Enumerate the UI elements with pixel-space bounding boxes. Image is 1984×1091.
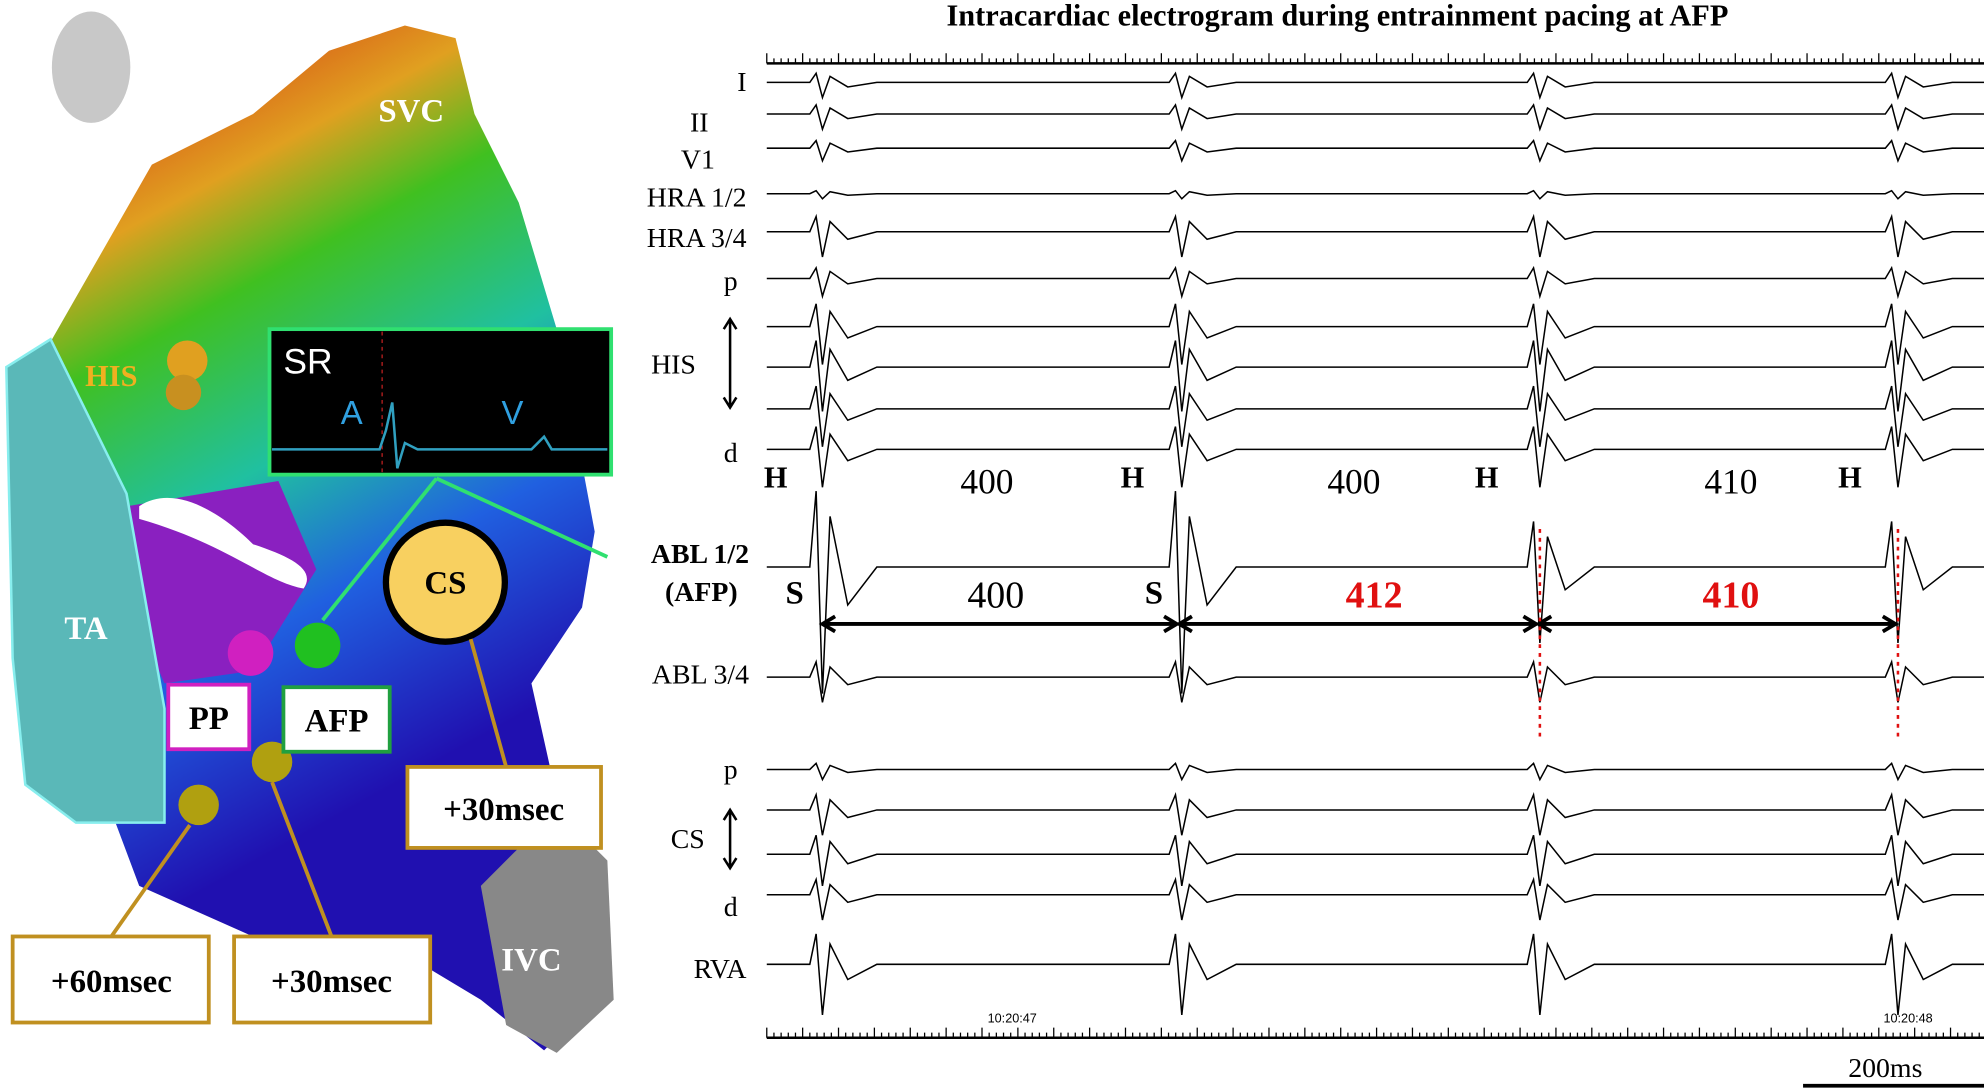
connector — [321, 477, 439, 622]
lead-label: I — [737, 67, 746, 98]
callout: +60msec — [51, 964, 172, 1000]
lead-label: CS — [671, 824, 705, 855]
callout-box — [10, 934, 211, 1025]
lead-label: ABL 3/4 — [652, 659, 749, 690]
trace — [766, 835, 1984, 886]
h-marker: H — [764, 460, 788, 494]
label: PP — [189, 701, 229, 737]
pp-box — [166, 682, 252, 752]
h-marker: H — [1838, 460, 1862, 494]
his-interval: 400 — [960, 462, 1013, 502]
label: IVC — [501, 943, 561, 979]
lead-label: RVA — [694, 954, 747, 985]
lead-label: d — [724, 892, 738, 923]
lead-label: p — [724, 754, 738, 785]
trace — [766, 303, 1984, 365]
lead-label: p — [724, 266, 738, 297]
lead-label: d — [724, 438, 738, 469]
abl-interval: 400 — [967, 575, 1024, 617]
ivc-shape — [480, 809, 614, 1053]
label: AFP — [305, 704, 369, 740]
label: SVC — [378, 94, 444, 130]
interval-arrow — [1175, 614, 1540, 634]
trace — [766, 103, 1984, 132]
h-marker: H — [1121, 460, 1145, 494]
trace — [766, 933, 1984, 1016]
callout-line — [468, 638, 508, 768]
arrow — [722, 807, 738, 871]
trace — [766, 71, 1984, 101]
trace — [766, 385, 1984, 447]
map: SVC HIS TA CS IVC PP AFP SR A V +30msec … — [5, 11, 614, 1053]
callout-box — [232, 934, 433, 1025]
label: CS — [424, 566, 466, 602]
scar — [139, 497, 307, 589]
h-marker: H — [1475, 460, 1499, 494]
arrow — [722, 316, 738, 410]
ruler-ticks — [766, 1027, 1980, 1038]
callout: +30msec — [443, 792, 564, 828]
abl-interval: 412 — [1346, 575, 1403, 617]
inset-label: V — [501, 394, 523, 431]
trace — [766, 791, 1984, 836]
lead-label: HIS — [651, 349, 696, 380]
callout: +30msec — [271, 964, 392, 1000]
inset-trace — [272, 402, 608, 469]
s-marker: S — [1145, 576, 1163, 612]
title: Intracardiac electrogram during entrainm… — [946, 0, 1728, 32]
trace — [766, 762, 1984, 782]
lead-label: HRA 1/2 — [647, 182, 747, 213]
his-interval: 400 — [1327, 462, 1380, 502]
trace — [766, 659, 1984, 703]
trace — [766, 426, 1984, 488]
callout-line — [109, 824, 192, 938]
lead-label: ABL 1/2 — [651, 539, 749, 570]
timestamp: 10:20:48 — [1883, 1012, 1932, 1026]
trace — [766, 876, 1984, 921]
interval-arrow — [818, 614, 1181, 634]
lead-label: HRA 3/4 — [647, 223, 747, 254]
afp-ball — [294, 622, 341, 669]
region — [126, 480, 317, 684]
pp-ball — [227, 630, 274, 676]
lead-label: (AFP) — [665, 577, 738, 608]
label: HIS — [85, 359, 137, 393]
his-interval: 410 — [1704, 462, 1757, 502]
inset-label: SR — [283, 341, 332, 381]
shape — [51, 11, 131, 123]
label: TA — [64, 611, 107, 647]
callout-line — [270, 781, 334, 938]
interval-arrow — [1534, 614, 1900, 634]
cs-circle — [382, 519, 509, 645]
connector — [435, 476, 609, 559]
afp-box — [281, 685, 392, 754]
abl-interval: 410 — [1702, 575, 1759, 617]
trace — [766, 213, 1984, 258]
callout-box — [405, 765, 603, 850]
tricuspid-annulus — [5, 337, 166, 824]
trace — [766, 189, 1984, 200]
s-marker: S — [785, 576, 803, 612]
ball — [178, 784, 219, 826]
lead-label: II — [690, 108, 709, 139]
ruler-ticks — [766, 53, 1980, 64]
trace — [766, 340, 1984, 412]
scale-label: 200ms — [1848, 1053, 1922, 1084]
trace — [766, 139, 1984, 164]
his-ball — [165, 374, 202, 411]
timestamp: 10:20:47 — [988, 1012, 1037, 1026]
inset-label: A — [341, 394, 363, 431]
lead-label: V1 — [681, 144, 715, 175]
his-ball — [167, 340, 208, 382]
trace — [766, 265, 1984, 300]
